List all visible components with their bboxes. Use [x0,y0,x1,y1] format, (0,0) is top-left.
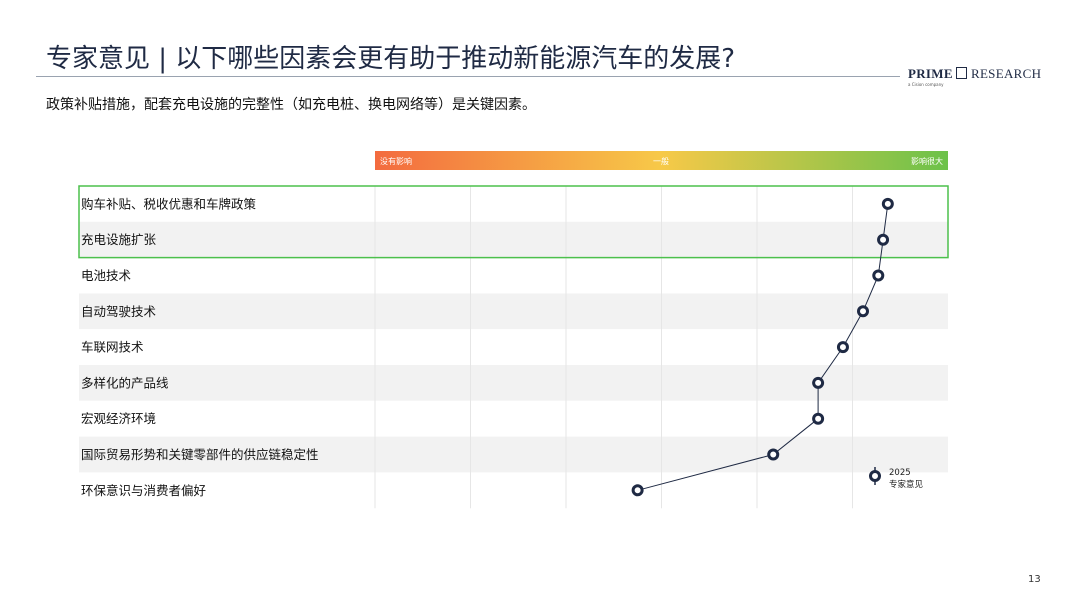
data-point [631,484,644,497]
row-band [79,257,948,294]
row-band [79,472,948,509]
row-band [79,365,948,401]
category-label: 购车补贴、税收优惠和车牌政策 [81,196,257,211]
page-title: 专家意见 | 以下哪些因素会更有助于推动新能源汽车的发展? [46,44,736,74]
data-point [857,305,870,318]
category-label: 多样化的产品线 [81,375,169,390]
data-point [812,412,825,425]
legend-year: 2025 [889,468,911,478]
page-number: 13 [1028,574,1041,585]
data-point [872,269,885,282]
logo-subtext: a Cision company [908,82,944,87]
row-band [79,436,948,473]
category-label: 环保意识与消费者偏好 [81,483,206,498]
data-point [812,376,825,389]
scale-label-high: 影响很大 [911,156,943,166]
category-label: 电池技术 [81,268,132,283]
legend-label: 专家意见 [889,479,924,490]
category-label: 宏观经济环境 [81,411,156,426]
category-label: 国际贸易形势和关键零部件的供应链稳定性 [81,447,319,462]
key-finding: 政策补贴措施，配套充电设施的完整性（如充电桩、换电网络等）是关键因素。 [46,97,536,113]
row-band [79,221,948,258]
data-point [767,448,780,461]
row-band [79,293,948,330]
category-label: 车联网技术 [81,340,144,355]
chart-legend: 2025 专家意见 [869,467,924,490]
data-point [836,341,849,354]
category-label: 自动驾驶技术 [81,304,157,319]
logo-book-icon [956,67,968,79]
prime-research-logo: PRIME RESEARCH a Cision company [908,66,1048,90]
row-band [79,186,948,222]
impact-scale-bar [375,151,948,170]
data-point [881,197,894,210]
legend-marker [869,470,881,482]
title-divider [36,76,900,77]
scale-label-low: 没有影响 [380,156,412,166]
category-label: 充电设施扩张 [81,232,157,247]
data-point [877,233,890,246]
scale-label-mid: 一般 [653,156,669,166]
row-band [79,329,948,365]
logo-prime-text: PRIME [908,66,953,81]
logo-research-text: RESEARCH [970,66,1042,81]
highlight-box [78,185,949,259]
